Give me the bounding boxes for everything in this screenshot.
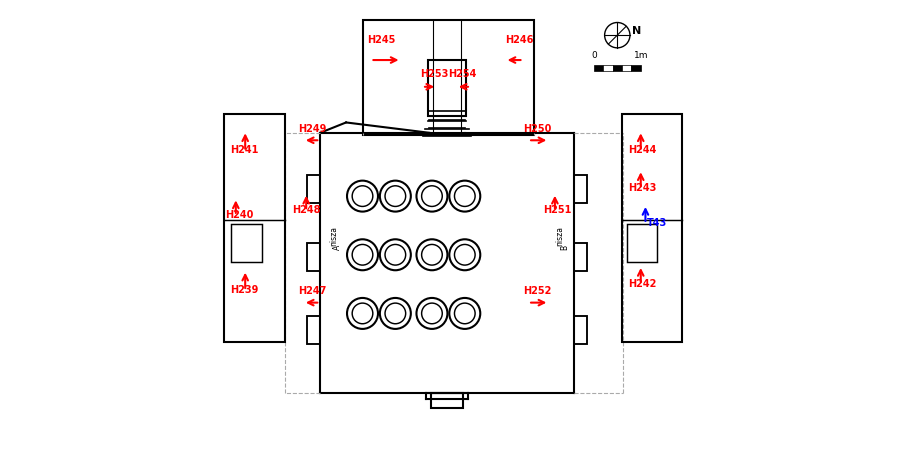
Text: H241: H241 — [230, 145, 258, 155]
Bar — [232, 224, 262, 262]
Bar — [574, 175, 587, 203]
Bar — [594, 65, 603, 71]
Bar — [574, 316, 587, 344]
Text: H244: H244 — [628, 145, 656, 155]
Text: 0: 0 — [591, 51, 597, 59]
Text: H254: H254 — [449, 69, 477, 79]
Text: H247: H247 — [298, 286, 327, 296]
Text: T43: T43 — [647, 218, 667, 228]
Bar — [631, 65, 641, 71]
Text: H249: H249 — [298, 124, 327, 134]
Text: A: A — [333, 245, 342, 250]
Text: H243: H243 — [628, 183, 656, 193]
Text: H245: H245 — [367, 34, 396, 44]
Bar — [307, 316, 321, 344]
Bar — [307, 243, 321, 271]
Text: H239: H239 — [230, 285, 258, 295]
Text: N: N — [632, 26, 642, 36]
Bar — [574, 243, 587, 271]
Text: nisza: nisza — [556, 226, 565, 246]
Text: H248: H248 — [292, 205, 321, 215]
Text: H250: H250 — [523, 124, 552, 134]
Text: H242: H242 — [628, 278, 656, 288]
Text: H240: H240 — [225, 210, 254, 219]
Text: B: B — [559, 245, 568, 250]
Text: nisza: nisza — [329, 226, 338, 246]
Text: H251: H251 — [543, 205, 571, 215]
Bar — [603, 65, 613, 71]
Bar — [627, 224, 657, 262]
Bar — [613, 65, 622, 71]
Bar — [622, 65, 631, 71]
Text: 1m: 1m — [634, 51, 648, 59]
Bar — [622, 114, 682, 342]
Bar — [362, 20, 534, 135]
Text: H252: H252 — [523, 286, 552, 296]
Text: H246: H246 — [505, 34, 533, 44]
Bar — [224, 114, 285, 342]
Text: H253: H253 — [420, 69, 449, 79]
Bar — [429, 133, 465, 135]
Bar — [430, 393, 463, 408]
Bar — [429, 60, 466, 117]
Bar — [307, 175, 321, 203]
